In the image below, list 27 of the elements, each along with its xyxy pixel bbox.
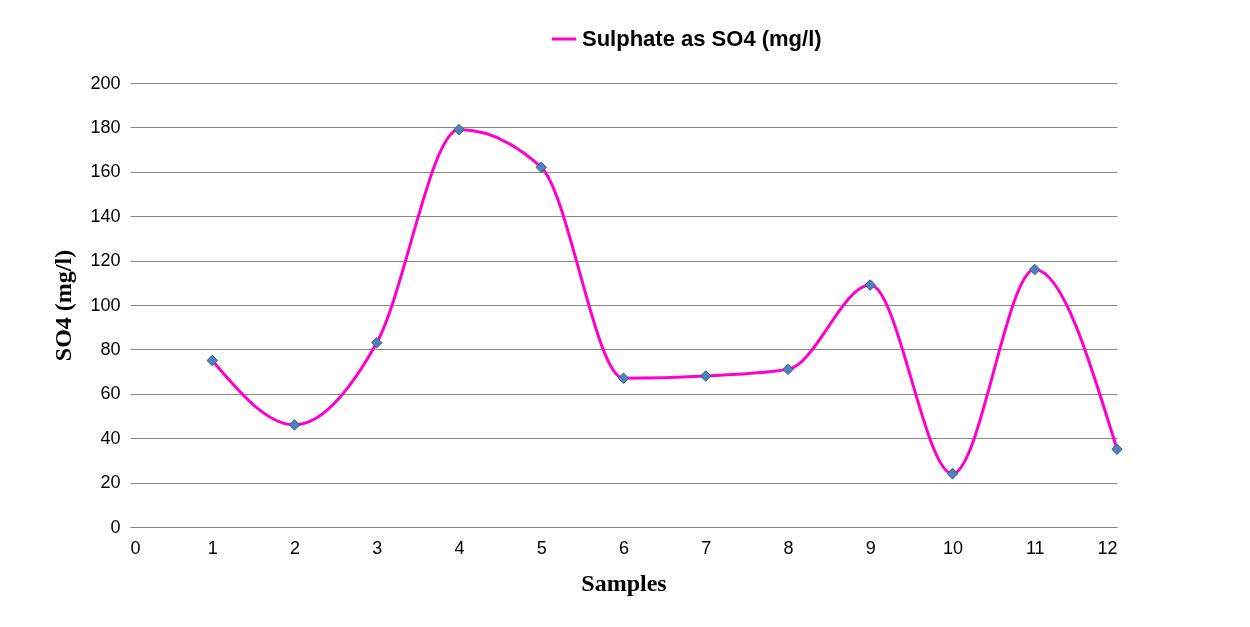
x-axis-title: Samples (581, 569, 667, 596)
y-tick-label: 0 (110, 516, 121, 537)
x-tick-label: 0 (130, 537, 141, 558)
x-tick-label: 4 (454, 537, 465, 558)
x-tick-label: 3 (372, 537, 383, 558)
y-tick-label: 160 (90, 161, 121, 182)
y-tick-label: 180 (90, 116, 121, 137)
x-tick-label: 7 (701, 537, 712, 558)
legend-label: Sulphate as SO4 (mg/l) (582, 26, 822, 51)
y-tick-label: 40 (100, 427, 121, 448)
x-tick-label: 11 (1025, 537, 1045, 558)
x-tick-label: 12 (1097, 537, 1118, 558)
y-tick-label: 20 (100, 472, 121, 493)
x-tick-label: 1 (207, 537, 218, 558)
x-tick-label: 2 (289, 537, 301, 558)
y-tick-label: 140 (90, 205, 121, 226)
x-tick-label: 10 (942, 537, 964, 558)
x-tick-label: 9 (865, 537, 876, 558)
y-tick-label: 80 (100, 338, 121, 359)
y-tick-label: 120 (90, 250, 121, 271)
x-tick-label: 5 (536, 537, 547, 558)
y-tick-label: 60 (100, 383, 121, 404)
x-tick-label: 8 (783, 537, 794, 558)
x-tick-label: 6 (618, 537, 630, 558)
y-axis-title: SO4 (mg/l) (50, 249, 77, 362)
y-tick-label: 100 (90, 294, 121, 315)
y-tick-label: 200 (90, 72, 121, 93)
